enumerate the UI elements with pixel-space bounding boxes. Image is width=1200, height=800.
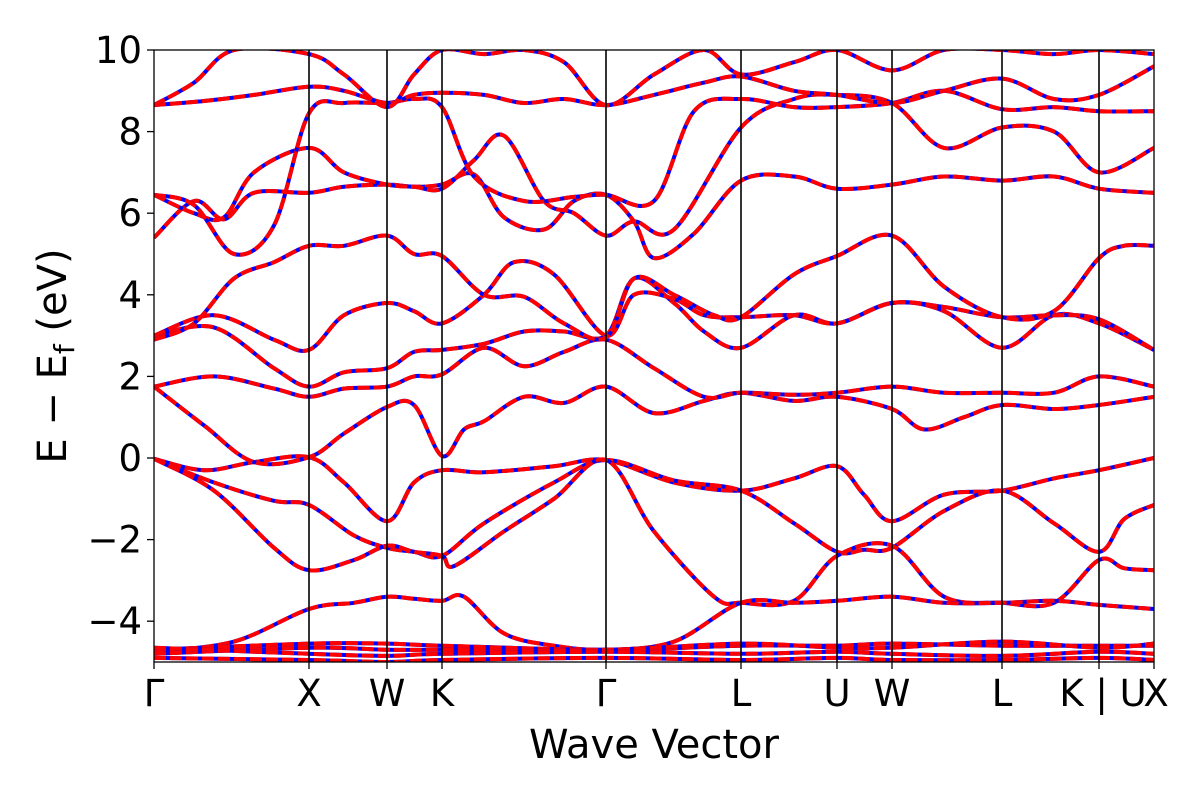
y-tick-label-2: −2 <box>87 519 142 562</box>
band-line-overlay-3 <box>154 457 1154 609</box>
plot-frame <box>153 49 1155 663</box>
y-tick-label-8: 10 <box>95 29 142 72</box>
band-line-overlay-17 <box>154 645 1154 658</box>
x-tick-label-4: K <box>430 672 456 715</box>
y-tick-label-3: 0 <box>118 437 142 480</box>
band-line-overlay-7 <box>154 258 1154 353</box>
y-axis-title-subscript: f <box>48 343 81 354</box>
band-line-overlay-15 <box>154 641 1154 652</box>
band-line-overlay-18 <box>154 655 1154 662</box>
y-axis-title-unit: (eV) <box>30 248 76 344</box>
band-line-overlay-1 <box>154 454 1154 524</box>
y-tick-label-6: 6 <box>118 192 142 235</box>
band-line-reference-7 <box>154 258 1154 353</box>
x-tick-label-11: X <box>1143 672 1168 715</box>
y-tick-label-1: −4 <box>87 600 142 643</box>
x-tick-label-3: W <box>369 672 406 715</box>
x-tick-label-7: U <box>823 672 850 715</box>
y-tick-label-7: 8 <box>118 111 142 154</box>
band-line-overlay-10 <box>154 92 1154 238</box>
y-axis-title: E − Ef (eV) <box>30 248 81 463</box>
band-line-overlay-8 <box>154 232 1154 342</box>
x-tick-label-6: L <box>731 672 752 715</box>
band-line-overlay-6 <box>154 275 1154 389</box>
y-axis: −4 −2 0 2 4 6 8 10 <box>87 29 154 643</box>
band-lines <box>154 50 1154 662</box>
x-tick-label-2: X <box>296 672 321 715</box>
band-line-reference-10 <box>154 92 1154 238</box>
high-symmetry-lines <box>308 50 1100 662</box>
y-tick-label-4: 2 <box>118 355 142 398</box>
band-line-overlay-16 <box>154 639 1154 656</box>
x-tick-label-9: L <box>992 672 1013 715</box>
x-tick-label-8: W <box>874 672 911 715</box>
band-line-overlay-12 <box>154 64 1154 108</box>
x-axis-title: Wave Vector <box>529 722 780 768</box>
y-axis-title-main: E − E <box>30 354 76 464</box>
x-tick-label-5: Γ <box>596 672 617 715</box>
x-tick-label-10: K | U <box>1059 672 1146 715</box>
band-line-overlay-14 <box>154 593 1154 654</box>
band-line-reference-1 <box>154 454 1154 524</box>
x-tick-label-1: Γ <box>144 672 165 715</box>
band-line-overlay-5 <box>154 337 1154 400</box>
y-tick-label-5: 4 <box>118 274 142 317</box>
band-line-overlay-2 <box>154 456 1154 560</box>
